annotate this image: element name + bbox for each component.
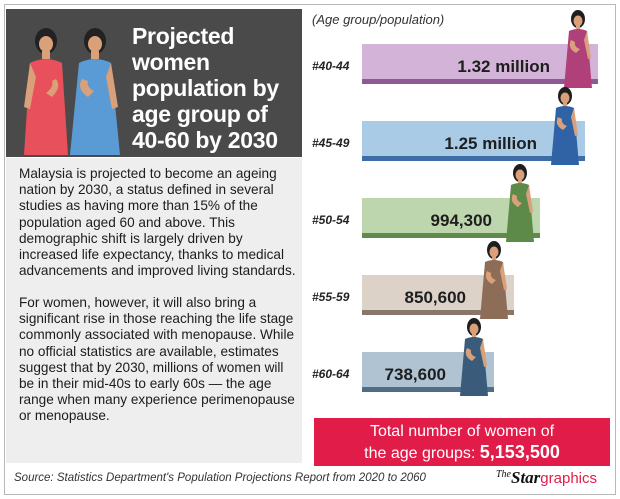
woman-figure-icon: [506, 164, 534, 242]
source-note: Source: Statistics Department's Populati…: [14, 472, 426, 484]
woman-red-figure: [24, 28, 68, 155]
logo-graphics: graphics: [540, 470, 597, 487]
bar-stripe-40-44: [362, 79, 598, 84]
category-label-50-54: #50-54: [312, 213, 350, 227]
logo-star: Star: [511, 468, 541, 487]
total-box: Total number of women of the age groups:…: [314, 418, 610, 466]
bar-stripe-50-54: [362, 233, 540, 238]
chart-caption: (Age group/population): [312, 12, 445, 27]
category-label-60-64: #60-64: [312, 367, 350, 381]
value-label-40-44: 1.32 million: [457, 57, 550, 76]
category-label-40-44: #40-44: [312, 59, 350, 73]
bar-stripe-45-49: [362, 156, 585, 161]
body-text-panel: Malaysia is projected to become an agein…: [6, 158, 302, 463]
bar-stripe-55-59: [362, 310, 514, 315]
value-label-45-49: 1.25 million: [444, 134, 537, 153]
woman-figure-icon: [460, 318, 488, 396]
page-title: Projected women population by age group …: [132, 23, 279, 153]
bar-45-49: [362, 121, 585, 161]
body-paragraph-2: For women, however, it will also bring a…: [19, 295, 295, 424]
total-prefix: the age groups:: [364, 445, 480, 462]
total-line-2: the age groups: 5,153,500: [314, 442, 610, 464]
woman-blue-figure: [70, 28, 120, 155]
category-label-45-49: #45-49: [312, 136, 350, 150]
total-value: 5,153,500: [479, 442, 560, 462]
value-label-50-54: 994,300: [431, 211, 492, 230]
total-line-1: Total number of women of: [369, 423, 555, 440]
title-panel: Projected women population by age group …: [6, 9, 302, 157]
woman-figure-icon: [551, 87, 579, 165]
woman-figure-icon: [564, 10, 592, 88]
category-label-55-59: #55-59: [312, 290, 350, 304]
bar-stripe-60-64: [362, 387, 494, 392]
woman-figure-icon: [480, 241, 508, 319]
bar-40-44: [362, 44, 598, 84]
thestar-graphics-logo: TheStargraphics: [496, 468, 597, 488]
body-paragraph-1: Malaysia is projected to become an agein…: [19, 166, 296, 279]
logo-the: The: [496, 469, 511, 480]
value-label-55-59: 850,600: [405, 288, 466, 307]
value-label-60-64: 738,600: [385, 365, 446, 384]
